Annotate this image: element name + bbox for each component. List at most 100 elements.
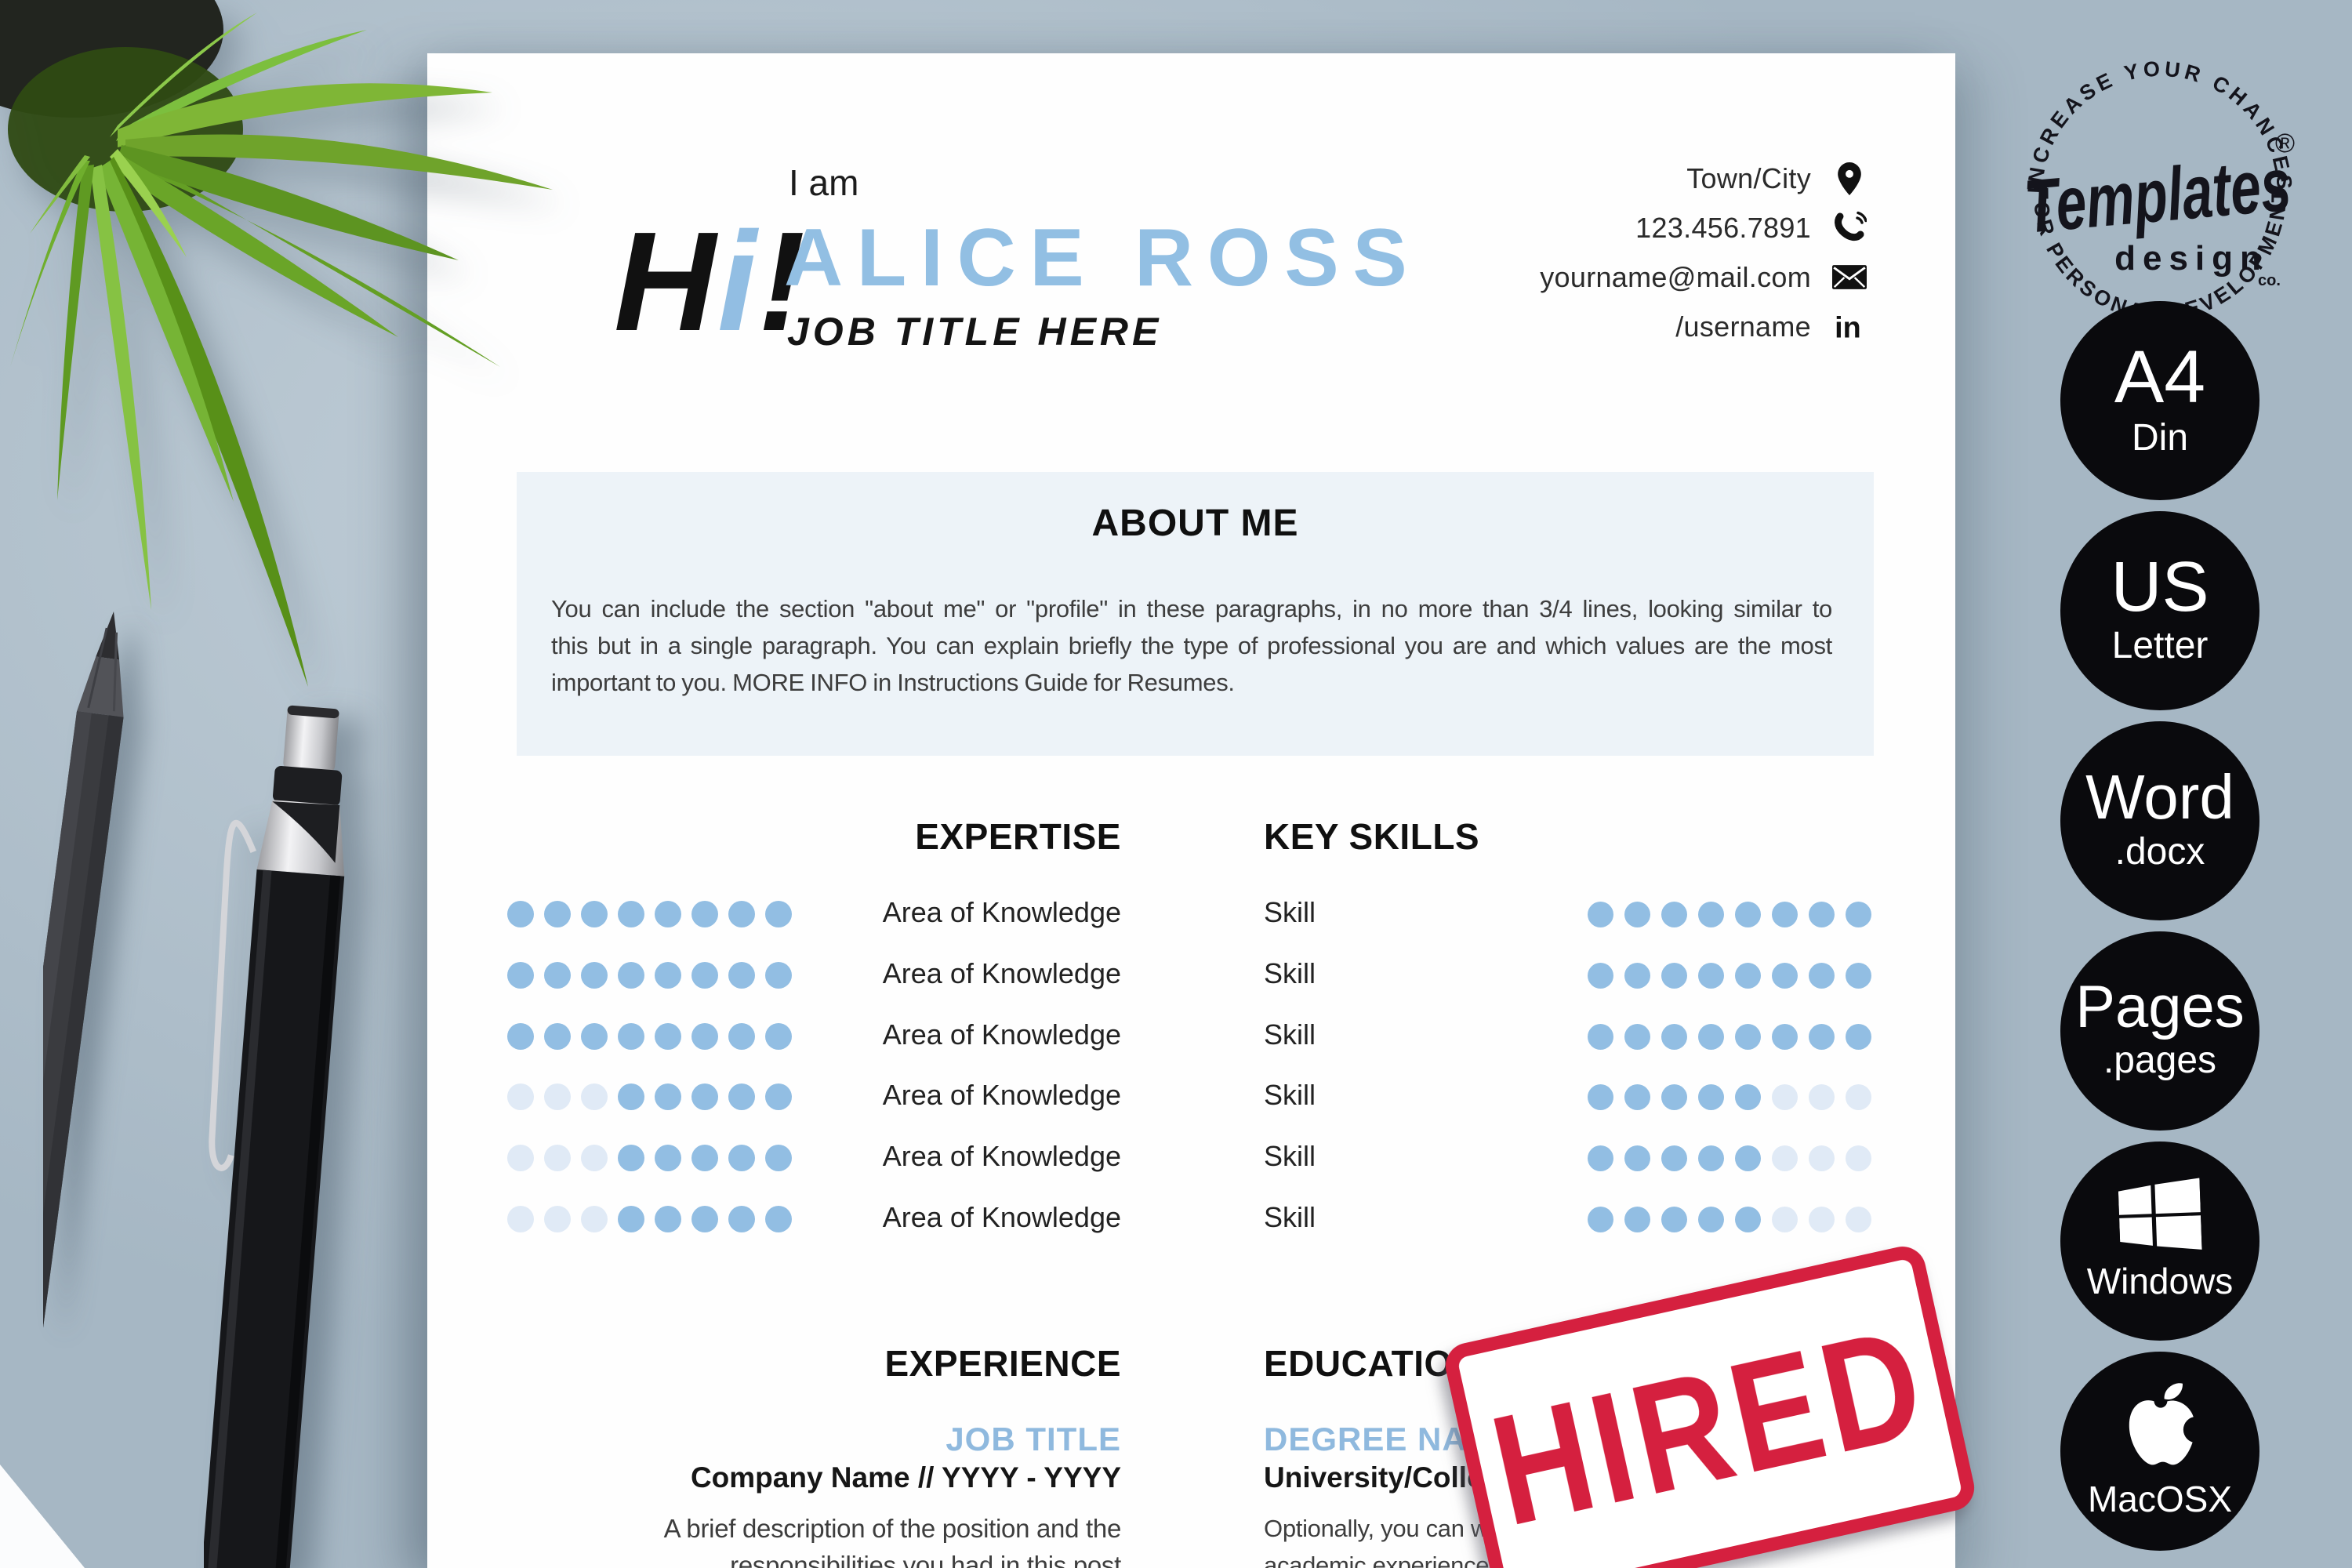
dot-filled [1735, 1024, 1761, 1050]
rating-dots [1588, 1207, 1871, 1236]
dot-filled [1624, 1207, 1650, 1232]
dot-filled [544, 962, 571, 989]
skill-label: Skill [1264, 1079, 1316, 1111]
skill-label: Skill [1264, 1201, 1316, 1233]
dot-empty [581, 1145, 608, 1171]
rating-dots [1588, 1024, 1871, 1054]
expertise-title: EXPERTISE [915, 816, 1121, 857]
badge-main-text: A4 [2114, 335, 2206, 419]
dot-filled [1735, 1207, 1761, 1232]
dot-filled [618, 1083, 644, 1110]
logo-script-text: Templates [2021, 143, 2294, 249]
dot-empty [1809, 1145, 1835, 1171]
dot-empty [1846, 1145, 1871, 1171]
dot-filled [1661, 963, 1687, 989]
badge-sub-text: Letter [2111, 625, 2209, 666]
badge-sub-text: .pages [2103, 1040, 2217, 1081]
dot-filled [618, 1206, 644, 1232]
dot-filled [1735, 902, 1761, 927]
dot-filled [507, 1023, 534, 1050]
dot-empty [1772, 1145, 1798, 1171]
dot-filled [1588, 963, 1613, 989]
dot-filled [618, 901, 644, 927]
skill-label: Skill [1264, 896, 1316, 928]
dot-filled [728, 962, 755, 989]
dot-filled [1772, 963, 1798, 989]
key-skills-title: KEY SKILLS [1264, 816, 1480, 857]
rating-dots [507, 901, 792, 931]
rating-dots [1588, 1084, 1871, 1114]
dot-filled [1698, 1024, 1724, 1050]
dot-empty [1809, 1207, 1835, 1232]
dot-filled [1735, 963, 1761, 989]
logo-registered-mark: ® [2275, 129, 2295, 158]
dot-filled [1698, 1207, 1724, 1232]
dot-filled [618, 1023, 644, 1050]
hi-logo: Hi! [614, 198, 807, 367]
rating-dots [507, 1206, 792, 1236]
skill-label: Skill [1264, 957, 1316, 989]
rating-dots [1588, 902, 1871, 931]
templates-design-logo: INCREASE YOUR CHANCES FOR PERSONAL DEVEL… [2021, 57, 2295, 325]
dot-filled [1698, 1145, 1724, 1171]
skill-label: Skill [1264, 1018, 1316, 1051]
dot-filled [728, 1145, 755, 1171]
badge-label: Windows [2086, 1260, 2234, 1301]
logo-sub-text: design [2114, 239, 2268, 278]
dot-empty [507, 1083, 534, 1110]
dot-empty [544, 1083, 571, 1110]
about-paragraph-line: important to you. MORE INFO in Instructi… [551, 669, 1235, 696]
dot-filled [1661, 1145, 1687, 1171]
intro-text: I am [789, 162, 859, 203]
about-section-box [517, 472, 1874, 756]
contact-block: Town/City 123.456.7891 yourname@mail.com/u… [1540, 154, 1867, 351]
dot-filled [691, 1206, 718, 1232]
contact-label: yourname@mail.com [1540, 260, 1811, 293]
dot-filled [1624, 1024, 1650, 1050]
dot-filled [1809, 902, 1835, 927]
dot-filled [1809, 1024, 1835, 1050]
dot-filled [1735, 1084, 1761, 1110]
dot-empty [1809, 1084, 1835, 1110]
badge-sub-text: Din [2131, 416, 2189, 459]
contact-row: 123.456.7891 [1540, 203, 1867, 252]
skill-label: Skill [1264, 1140, 1316, 1172]
education-title: EDUCATION [1264, 1343, 1479, 1384]
badge-main-text: Pages [2075, 974, 2245, 1040]
dot-filled [765, 962, 792, 989]
dot-empty [1846, 1084, 1871, 1110]
about-paragraph-line: You can include the section "about me" o… [551, 595, 1832, 622]
dot-filled [765, 901, 792, 927]
dot-filled [581, 1023, 608, 1050]
pencil-decoration [43, 612, 124, 1568]
dot-filled [1846, 902, 1871, 927]
dot-filled [728, 1206, 755, 1232]
badge-sub-text: .docx [2114, 831, 2205, 873]
dot-filled [544, 901, 571, 927]
dot-filled [1588, 1145, 1613, 1171]
rating-dots [1588, 963, 1871, 993]
envelope-icon [1831, 265, 1867, 289]
contact-row: yourname@mail.com [1540, 252, 1867, 302]
dot-filled [1624, 1145, 1650, 1171]
dot-filled [1588, 1207, 1613, 1232]
phone-icon [1831, 211, 1867, 245]
dot-empty [544, 1206, 571, 1232]
hi-logo-exclaim: ! [758, 203, 807, 361]
experience-job-title: JOB TITLE [946, 1421, 1121, 1457]
dot-filled [655, 1023, 681, 1050]
plant-decoration [0, 0, 553, 687]
apple-logo-icon [2122, 1381, 2210, 1473]
format-badges: A4 Din US Letter Word .docx Pages .pages Windows… [2060, 301, 2259, 1562]
dot-filled [618, 1145, 644, 1171]
expertise-label: Area of Knowledge [882, 1140, 1121, 1172]
linkedin-icon: in [1831, 310, 1867, 343]
rating-dots [507, 1083, 792, 1114]
expertise-label: Area of Knowledge [882, 957, 1121, 989]
badge-macosx: MacOSX [2060, 1352, 2259, 1551]
contact-label: /username [1675, 310, 1811, 343]
dot-filled [1661, 902, 1687, 927]
experience-description-line: A brief description of the position and … [663, 1514, 1122, 1543]
expertise-label: Area of Knowledge [882, 1079, 1121, 1111]
